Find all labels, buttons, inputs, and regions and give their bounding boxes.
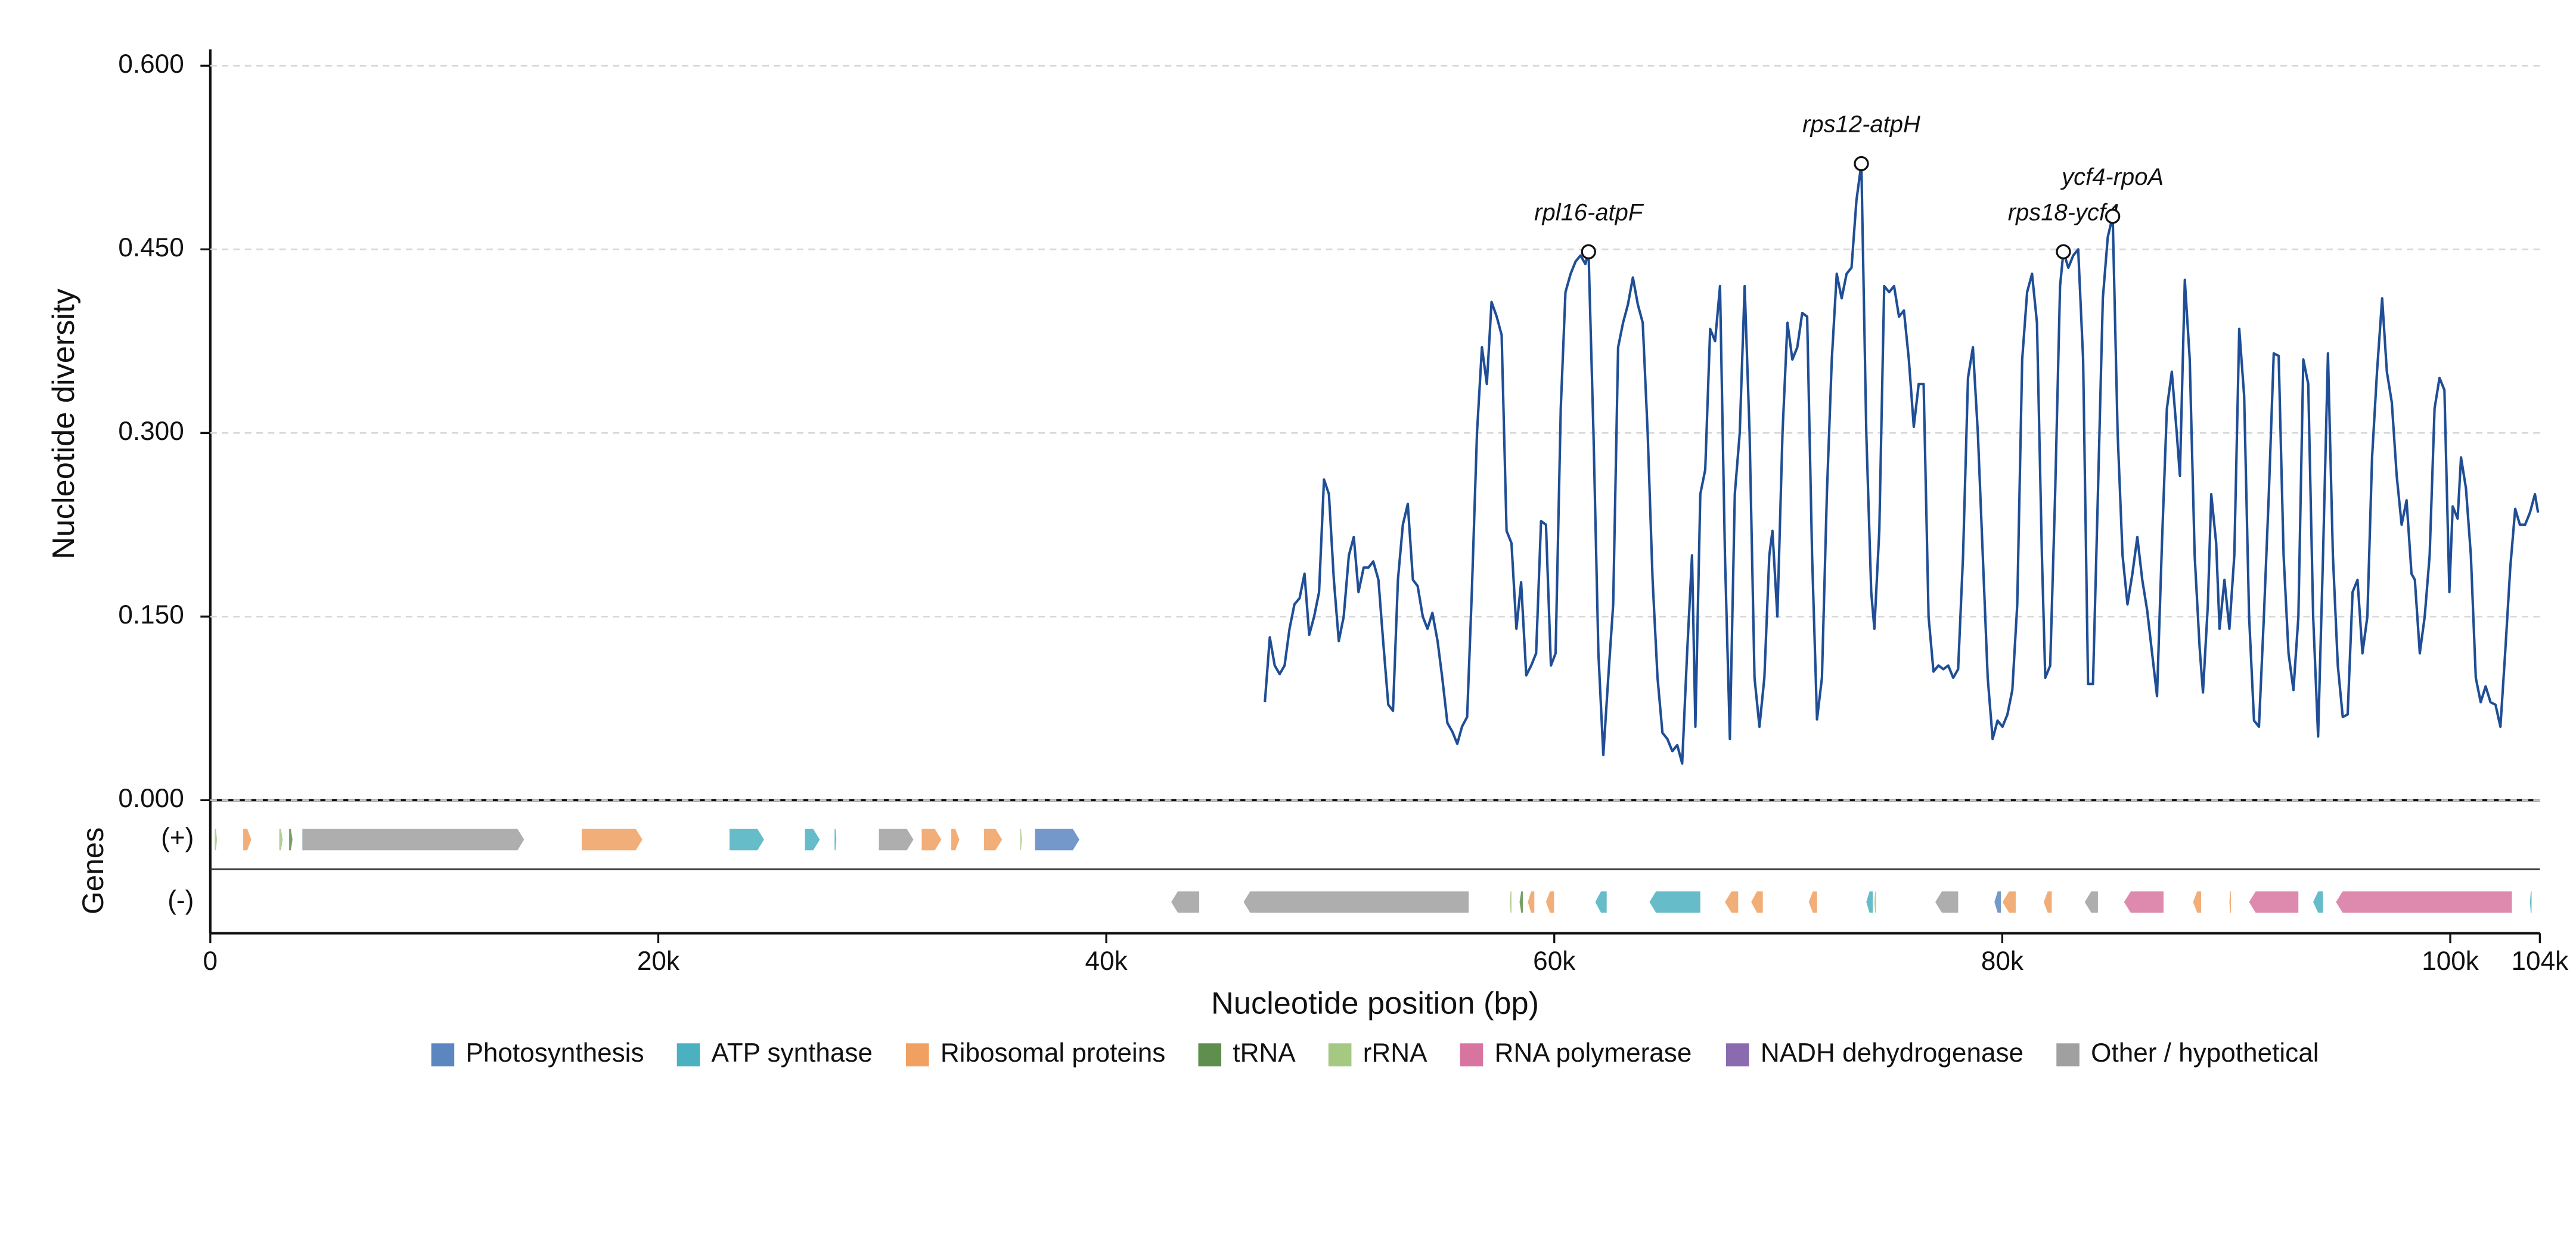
gene [1725,891,1739,913]
y-tick-label: 0.150 [118,600,184,629]
gene [215,829,218,851]
gene [951,829,960,851]
peak-label: rps18-ycf4 [2008,200,2119,226]
y-tick-label: 0.000 [118,784,184,813]
legend-label: Other / hypothetical [2091,1038,2319,1068]
gene [243,829,252,851]
legend-swatch [1460,1043,1483,1066]
x-tick-label: 40k [1085,947,1128,976]
legend-label: ATP synthase [712,1038,873,1068]
peak-label: ycf4-rpoA [2060,164,2164,190]
gene [1020,829,1022,851]
y-tick-label: 0.450 [118,233,184,262]
gene [1243,891,1469,913]
y-tick-label: 0.300 [118,417,184,446]
x-tick-label: 20k [637,947,680,976]
gene [879,829,914,851]
x-tick-label: 0 [203,947,218,976]
gene [921,829,942,851]
legend-label: Photosynthesis [465,1038,644,1068]
gene [279,829,283,851]
gene [581,829,643,851]
legend-label: rRNA [1363,1038,1427,1068]
gene [2124,891,2164,913]
x-axis-label: Nucleotide position (bp) [1211,987,1539,1021]
strand-label: (-) [167,886,194,915]
x-tick-label: 80k [1981,947,2024,976]
peak-marker [1854,156,1869,172]
legend-swatch [1725,1043,1749,1066]
gene [1519,891,1523,913]
gene [1808,891,1817,913]
legend-swatch [431,1043,455,1066]
diversity-line [1264,162,2540,765]
gene [2336,891,2512,913]
gene [2313,891,2323,913]
gene [834,829,837,851]
x-tick-label: 104k [2512,947,2569,976]
gene [805,829,820,851]
legend-label: NADH dehydrogenase [1761,1038,2023,1068]
gene [1509,891,1512,913]
gene [1649,891,1700,913]
legend-label: Ribosomal proteins [941,1038,1165,1068]
gene [983,829,1003,851]
peak-marker [2105,209,2121,224]
gene-track-label: Genes [76,827,110,914]
peak-label: rps12-atpH [1802,111,1920,138]
gene [1874,891,1876,913]
y-tick-label: 0.600 [118,49,184,79]
legend-swatch [1198,1043,1222,1066]
legend-swatch [676,1043,700,1066]
gene [1035,829,1079,851]
legend-label: tRNA [1233,1038,1296,1068]
gene [1866,891,1873,913]
gene [289,829,293,851]
gene [1545,891,1554,913]
gene [1935,891,1959,913]
gene [2193,891,2202,913]
gene [2002,891,2016,913]
gene [1595,891,1607,913]
x-tick-label: 60k [1533,947,1576,976]
gene [302,829,524,851]
legend-swatch [1328,1043,1352,1066]
gene [2249,891,2299,913]
gene [2530,891,2532,913]
gene [2229,891,2232,913]
peak-marker [1581,244,1596,260]
x-tick-label: 100k [2422,947,2479,976]
legend-swatch [905,1043,929,1066]
y-axis-label: Nucleotide diversity [46,288,81,559]
legend-label: RNA polymerase [1495,1038,1692,1068]
gene [1994,891,2001,913]
gene [729,829,764,851]
gene [1751,891,1763,913]
strand-label: (+) [161,823,194,852]
peak-marker [2056,244,2071,260]
gene [2084,891,2098,913]
peak-label: rpl16-atpF [1534,200,1644,226]
gene [1171,891,1200,913]
legend-swatch [2056,1043,2080,1066]
gene [1528,891,1535,913]
gene [2043,891,2052,913]
